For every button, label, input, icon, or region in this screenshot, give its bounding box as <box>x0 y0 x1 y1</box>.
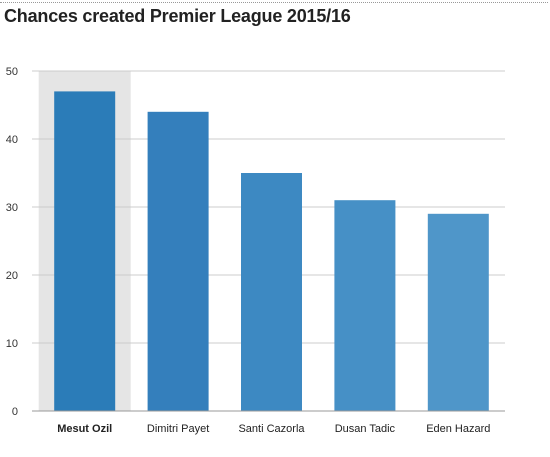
bar <box>241 173 302 411</box>
y-tick-label: 40 <box>6 134 18 146</box>
x-tick-label: Dimitri Payet <box>147 423 209 435</box>
bar <box>54 91 115 411</box>
bar <box>148 112 209 411</box>
x-tick-label: Eden Hazard <box>426 423 490 435</box>
x-tick-label: Santi Cazorla <box>238 423 305 435</box>
x-tick-label: Dusan Tadic <box>335 423 396 435</box>
y-tick-label: 30 <box>6 202 18 214</box>
bar <box>334 200 395 411</box>
y-tick-label: 0 <box>12 406 18 418</box>
y-tick-label: 20 <box>6 270 18 282</box>
y-tick-label: 10 <box>6 338 18 350</box>
x-tick-label: Mesut Ozil <box>57 423 112 435</box>
bar <box>428 214 489 411</box>
y-tick-label: 50 <box>6 66 18 78</box>
